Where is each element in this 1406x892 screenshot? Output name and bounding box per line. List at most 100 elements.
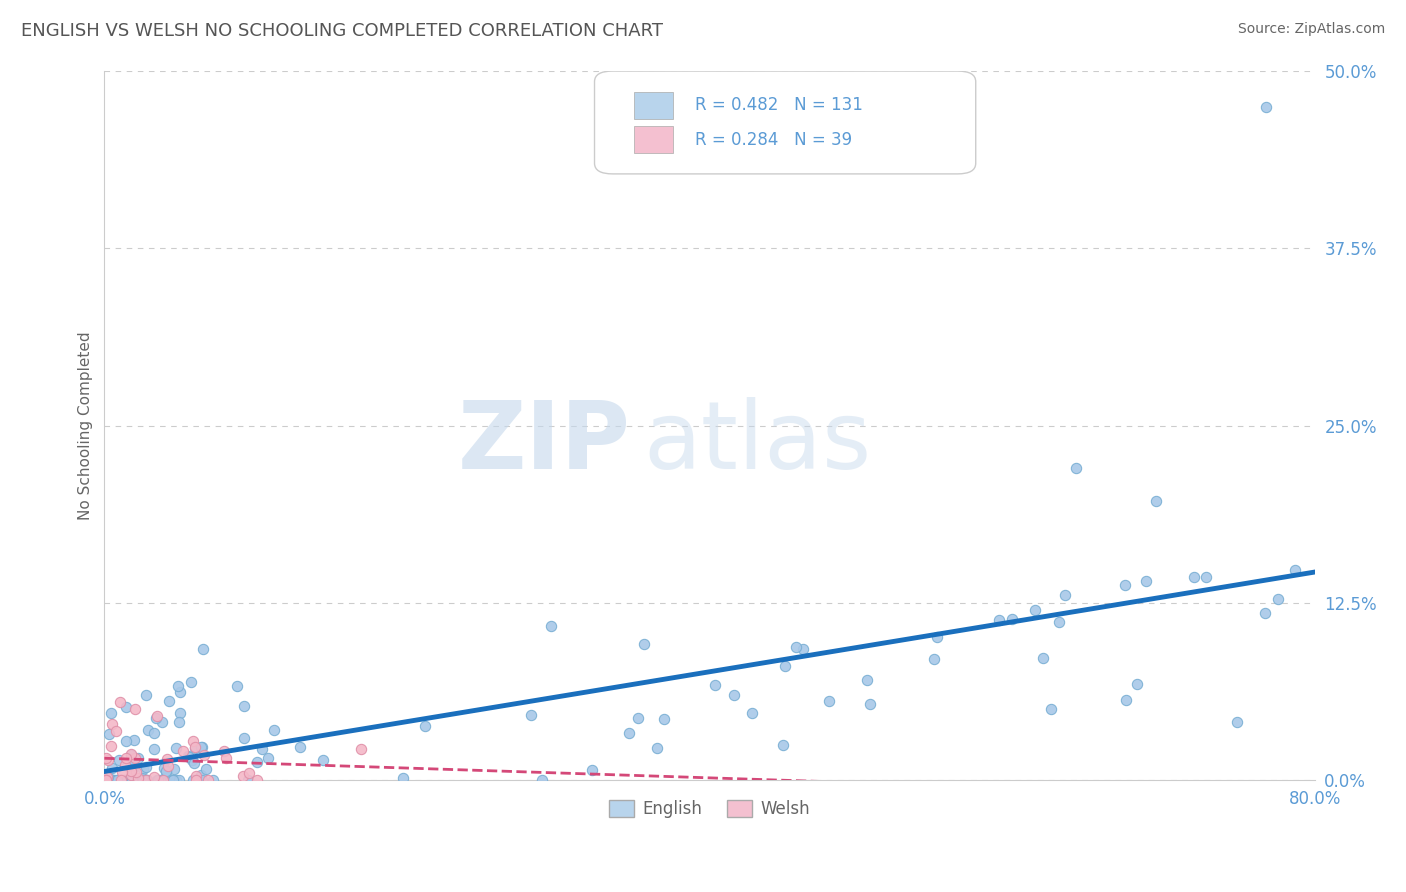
Point — [155, 765, 177, 780]
Point — [924, 652, 946, 666]
Point — [153, 773, 176, 788]
Point — [136, 773, 159, 788]
FancyBboxPatch shape — [634, 127, 673, 153]
Point — [540, 619, 562, 633]
Point — [125, 773, 148, 788]
Point — [633, 637, 655, 651]
Point — [127, 771, 149, 785]
Point — [142, 770, 165, 784]
Point — [190, 768, 212, 782]
Legend: English, Welsh: English, Welsh — [602, 794, 817, 825]
Point — [96, 770, 118, 784]
Point — [152, 773, 174, 788]
Point — [108, 695, 131, 709]
Point — [167, 773, 190, 788]
Point — [1284, 563, 1306, 577]
Point — [112, 773, 135, 788]
Point — [121, 762, 143, 776]
Point — [110, 773, 132, 788]
Point — [723, 689, 745, 703]
Point — [162, 773, 184, 788]
Text: ZIP: ZIP — [458, 398, 631, 490]
Point — [118, 773, 141, 788]
Point — [120, 764, 142, 778]
Point — [1135, 574, 1157, 588]
Point — [232, 768, 254, 782]
Point — [1126, 677, 1149, 691]
Point — [245, 756, 267, 770]
Point — [232, 731, 254, 746]
Point — [156, 758, 179, 772]
Point — [135, 773, 157, 788]
Point — [392, 771, 415, 785]
Point — [114, 758, 136, 772]
Point — [155, 764, 177, 779]
Point — [1047, 615, 1070, 630]
Point — [245, 773, 267, 788]
Point — [1001, 612, 1024, 626]
Point — [145, 711, 167, 725]
Point — [859, 697, 882, 711]
Point — [741, 706, 763, 720]
Point — [115, 751, 138, 765]
Point — [110, 772, 132, 787]
Point — [1064, 461, 1087, 475]
Point — [519, 707, 541, 722]
Point — [704, 677, 727, 691]
Text: R = 0.284   N = 39: R = 0.284 N = 39 — [695, 131, 852, 149]
Point — [107, 773, 129, 788]
Point — [233, 699, 256, 714]
Point — [103, 773, 125, 788]
Point — [115, 699, 138, 714]
Point — [100, 706, 122, 721]
Point — [263, 723, 285, 738]
Point — [121, 758, 143, 772]
Point — [181, 733, 204, 747]
Point — [179, 749, 201, 764]
Point — [1144, 494, 1167, 508]
Point — [645, 740, 668, 755]
Point — [1256, 99, 1278, 113]
FancyBboxPatch shape — [634, 92, 673, 119]
Point — [114, 734, 136, 748]
Point — [190, 773, 212, 788]
Point — [131, 773, 153, 788]
Point — [194, 762, 217, 776]
Y-axis label: No Schooling Completed: No Schooling Completed — [79, 331, 93, 520]
Point — [772, 738, 794, 752]
Point — [530, 773, 553, 788]
Point — [214, 744, 236, 758]
Point — [1226, 714, 1249, 729]
Point — [413, 719, 436, 733]
Point — [236, 773, 259, 788]
Point — [238, 765, 260, 780]
Point — [1032, 651, 1054, 665]
Point — [165, 741, 187, 756]
Point — [112, 773, 135, 788]
Point — [191, 740, 214, 755]
Point — [105, 723, 128, 738]
Point — [94, 750, 117, 764]
Point — [134, 773, 156, 788]
Point — [191, 642, 214, 657]
Point — [169, 706, 191, 721]
Point — [150, 715, 173, 730]
Point — [290, 740, 312, 755]
Point — [202, 773, 225, 788]
Point — [122, 773, 145, 788]
Point — [184, 768, 207, 782]
Point — [146, 709, 169, 723]
Point — [183, 756, 205, 771]
Point — [167, 715, 190, 730]
Point — [122, 733, 145, 747]
Point — [132, 762, 155, 776]
Point — [125, 773, 148, 788]
Point — [190, 739, 212, 754]
Point — [177, 748, 200, 763]
Point — [122, 773, 145, 788]
Point — [100, 762, 122, 776]
Point — [1254, 606, 1277, 620]
Point — [103, 773, 125, 788]
Point — [108, 773, 131, 788]
Point — [132, 773, 155, 788]
